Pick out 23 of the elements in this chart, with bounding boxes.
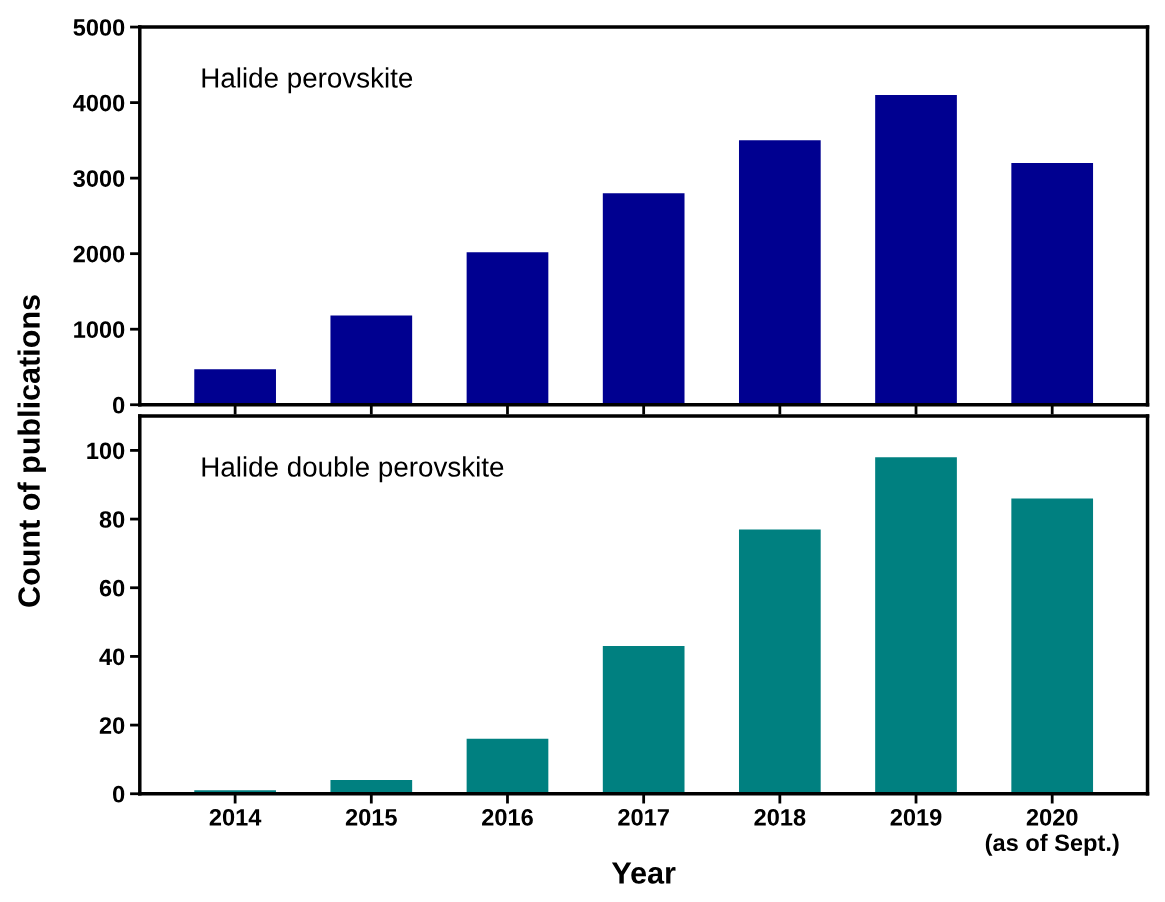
x-tick-label: 2018 [754,808,806,826]
x-tick-label: 2015 [345,808,397,826]
y-tick-label: 20 [99,717,125,734]
x-tick-label: 2017 [618,808,669,826]
y-tick-label: 4000 [73,94,125,112]
x-tick-label: 2016 [482,808,533,826]
y-tick-label: 2000 [73,245,125,263]
y-tick-label: 80 [99,511,125,528]
x-tick-label: 2014 [209,808,262,826]
y-tick-label: 0 [113,396,125,414]
annotation: Halide double perovskite [202,456,504,483]
y-tick-label: 3000 [73,170,125,187]
y-tick-label: 0 [113,785,125,803]
y-tick-label: 5000 [73,19,125,36]
y-tick-label: 60 [99,579,125,597]
y-tick-label: 1000 [74,321,125,338]
annotation: Halide perovskite [202,67,413,94]
x-tick-label: 2019 [890,808,942,826]
y-tick-label: 40 [99,648,125,666]
x-tick-label: 2020 (as of Sept.) [985,808,1119,856]
y-axis-title: Count of publications [17,295,46,607]
y-tick-label: 100 [87,442,125,460]
x-axis-title: Year [611,862,676,884]
